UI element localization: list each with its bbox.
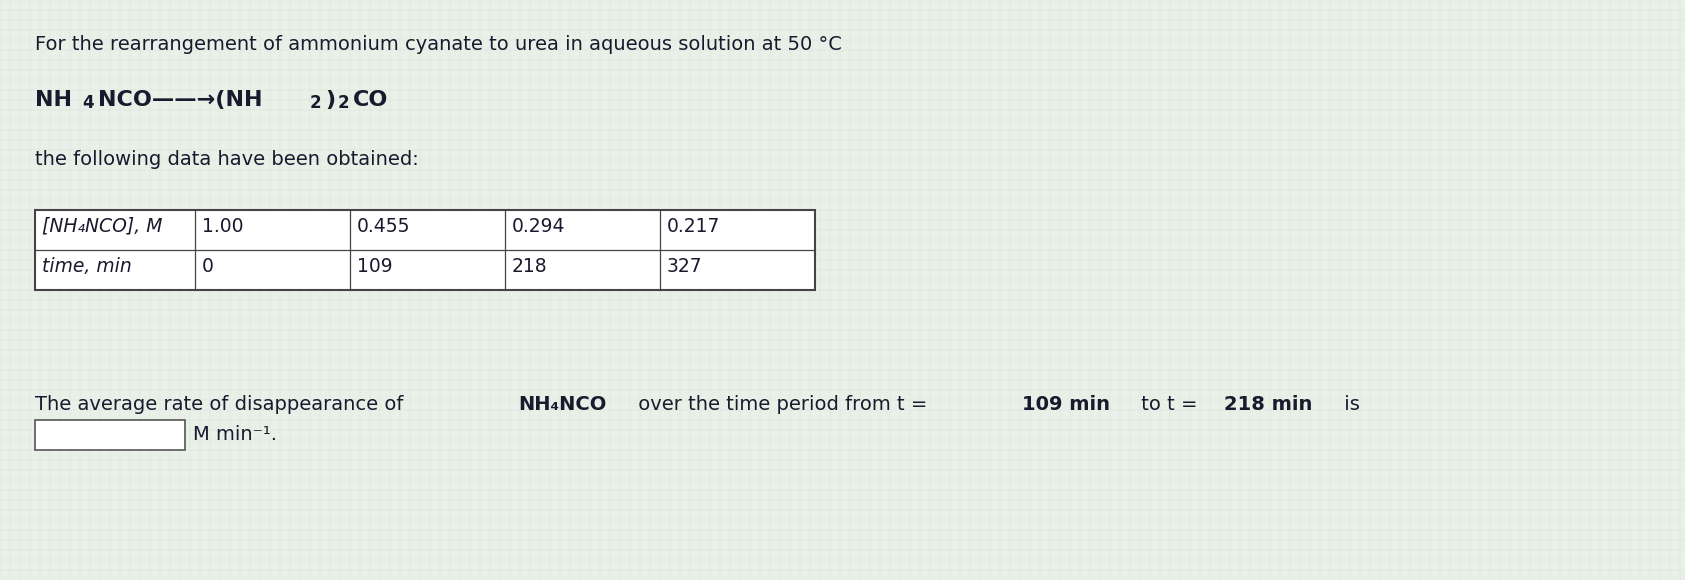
Text: 109: 109 <box>357 257 393 276</box>
Text: 218 min: 218 min <box>1223 395 1313 414</box>
Bar <box>35 210 816 290</box>
Text: NCO——→(NH: NCO——→(NH <box>98 90 263 110</box>
Text: to t =: to t = <box>1136 395 1203 414</box>
Text: The average rate of disappearance of: The average rate of disappearance of <box>35 395 409 414</box>
Text: over the time period from t =: over the time period from t = <box>632 395 933 414</box>
Text: 218: 218 <box>512 257 548 276</box>
Text: 0.455: 0.455 <box>357 217 411 236</box>
Text: For the rearrangement of ammonium cyanate to urea in aqueous solution at 50 °C: For the rearrangement of ammonium cyanat… <box>35 35 842 54</box>
Text: the following data have been obtained:: the following data have been obtained: <box>35 150 420 169</box>
Text: M min⁻¹.: M min⁻¹. <box>194 426 276 444</box>
Text: 109 min: 109 min <box>1021 395 1110 414</box>
Text: 0.294: 0.294 <box>512 217 566 236</box>
Text: 4: 4 <box>83 94 94 112</box>
Text: 2: 2 <box>339 94 350 112</box>
Text: NH: NH <box>35 90 72 110</box>
Text: is: is <box>1338 395 1360 414</box>
Text: [NH₄NCO], M: [NH₄NCO], M <box>42 217 162 236</box>
Text: CO: CO <box>354 90 389 110</box>
Text: 0: 0 <box>202 257 214 276</box>
Text: 0.217: 0.217 <box>667 217 721 236</box>
Text: NH₄NCO: NH₄NCO <box>519 395 607 414</box>
Text: 1.00: 1.00 <box>202 217 244 236</box>
Bar <box>35 210 816 290</box>
Text: 327: 327 <box>667 257 703 276</box>
Bar <box>35 420 185 450</box>
Text: 2: 2 <box>310 94 322 112</box>
Text: time, min: time, min <box>42 257 131 276</box>
Text: ): ) <box>325 90 335 110</box>
